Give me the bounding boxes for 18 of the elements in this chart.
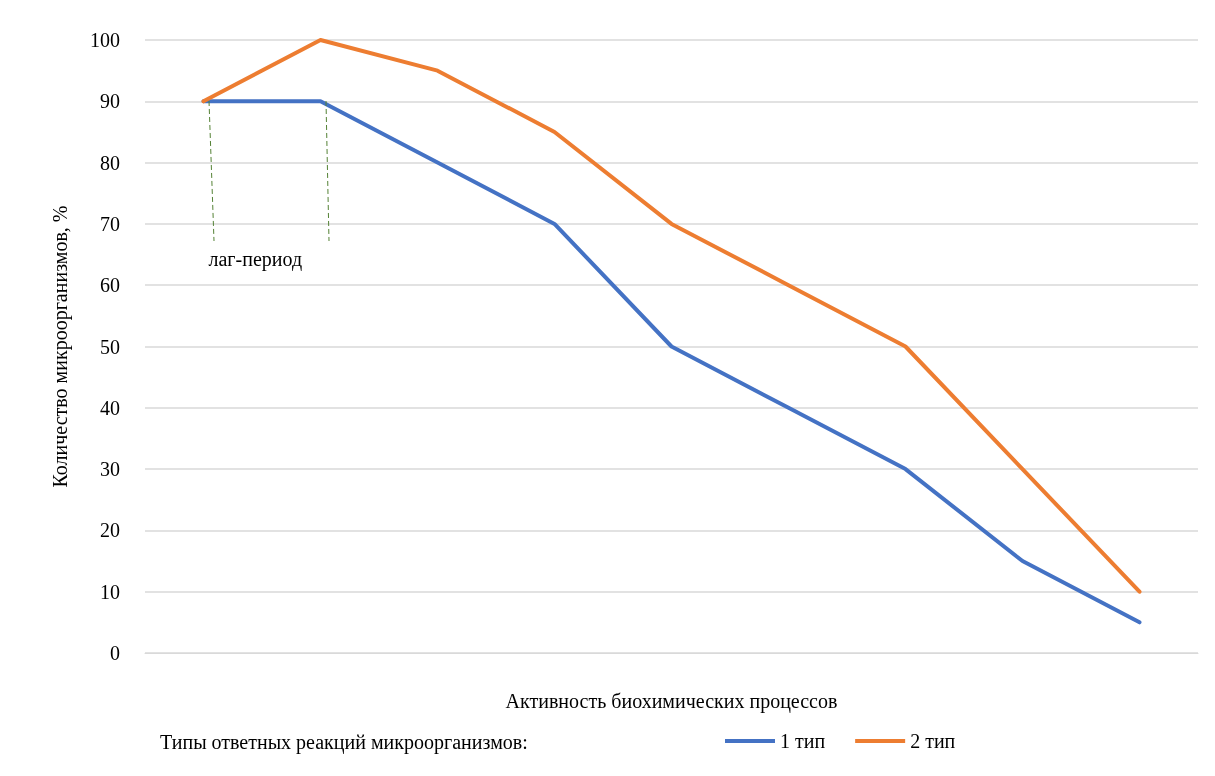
y-tick-label: 40 [100, 396, 120, 419]
y-tick-label: 70 [100, 212, 120, 235]
y-tick-label: 100 [90, 29, 120, 51]
y-tick-label: 10 [100, 580, 120, 603]
legend-label: 1 тип [780, 730, 826, 752]
y-tick-label: 60 [100, 274, 120, 297]
y-tick-label: 50 [100, 335, 120, 358]
y-tick-label: 0 [110, 642, 120, 664]
y-axis-title: Количество микроорганизмов, % [49, 205, 72, 488]
y-tick-label: 30 [100, 458, 120, 481]
legend-label: 2 тип [910, 730, 956, 752]
line-series [201, 38, 1142, 594]
annotation: лаг-период [208, 248, 303, 272]
legend-title: Типы ответных реакций микроорганизмов: [160, 731, 528, 754]
y-tick-label: 20 [100, 519, 120, 542]
x-axis-title: Активность биохимических процессов [505, 690, 838, 713]
y-tick-label: 80 [100, 151, 120, 174]
y-tick-label: 90 [100, 90, 120, 113]
